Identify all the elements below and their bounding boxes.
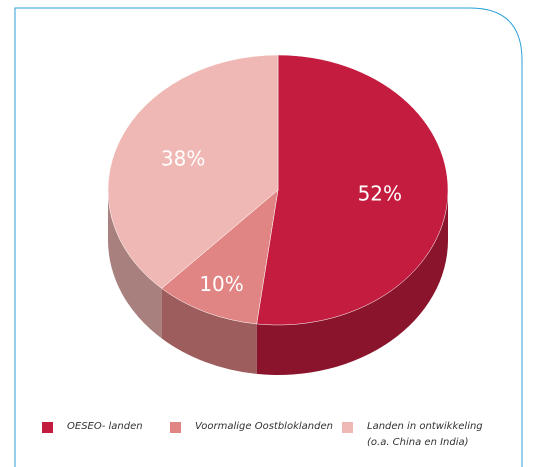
slice [256, 54, 449, 326]
slice-side [161, 288, 257, 374]
legend-label: OESEO- landen [67, 421, 143, 432]
legend-swatch [170, 422, 181, 433]
slice [107, 54, 279, 289]
slice-side [108, 190, 162, 339]
data-label: 10% [199, 272, 243, 296]
legend-swatch [42, 422, 53, 433]
data-label: 52% [358, 182, 402, 206]
frame [14, 7, 523, 467]
legend-swatch [342, 422, 353, 433]
legend-item: Voormalige Oostbloklanden [170, 420, 333, 435]
legend-item: OESEO- landen [42, 420, 143, 435]
legend-item: Landen in ontwikkeling (o.a. China en In… [342, 420, 483, 451]
legend-label: Voormalige Oostbloklanden [195, 421, 333, 432]
legend-label: Landen in ontwikkeling (o.a. China en In… [367, 421, 483, 448]
slice [161, 189, 279, 325]
data-label: 38% [161, 147, 205, 171]
slice-side [256, 190, 448, 375]
